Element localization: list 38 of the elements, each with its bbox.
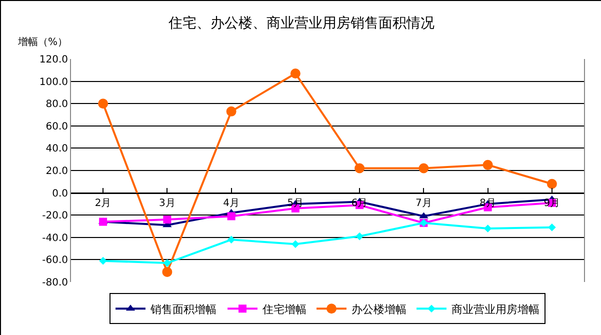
- y-tick-label: 0.0: [52, 188, 68, 200]
- y-tick-label: -60.0: [42, 255, 68, 266]
- y-axis-title: 增幅（%）: [17, 36, 68, 48]
- point: [292, 240, 300, 248]
- y-tick-label: 60.0: [46, 121, 68, 132]
- legend-label: 销售面积增幅: [150, 302, 216, 316]
- point: [226, 106, 236, 116]
- y-tick-label: 120.0: [39, 54, 68, 66]
- point: [482, 160, 493, 170]
- x-tick-label: 2月: [94, 198, 112, 209]
- legend-label: 住宅增幅: [262, 302, 306, 316]
- y-tick-label: 40.0: [46, 144, 68, 155]
- point: [290, 68, 300, 78]
- y-tick-label: 20.0: [46, 166, 68, 177]
- point: [227, 212, 236, 220]
- point: [163, 259, 172, 267]
- x-tick-label: 3月: [159, 198, 176, 209]
- y-tick-label: -80.0: [42, 278, 68, 288]
- chart-title: 住宅、办公楼、商业营业用房销售面积情况: [168, 16, 434, 32]
- point: [356, 232, 364, 240]
- point: [162, 266, 172, 277]
- y-tick-label: -40.0: [42, 232, 68, 244]
- legend-label: 办公楼增幅: [352, 302, 406, 316]
- point: [418, 163, 429, 174]
- point: [354, 163, 365, 174]
- point: [546, 178, 557, 189]
- legend-label: 商业营业用房增幅: [452, 302, 540, 316]
- point: [484, 224, 492, 232]
- y-tick-label: 100.0: [39, 76, 68, 88]
- point: [163, 216, 172, 224]
- y-tick-label: -20.0: [42, 210, 68, 222]
- y-tick-label: 80.0: [46, 99, 68, 110]
- point: [227, 236, 236, 244]
- point: [99, 256, 107, 265]
- point: [98, 98, 108, 109]
- x-tick-label: 4月: [223, 198, 240, 209]
- point: [548, 223, 556, 232]
- x-tick-label: 7月: [416, 198, 432, 209]
